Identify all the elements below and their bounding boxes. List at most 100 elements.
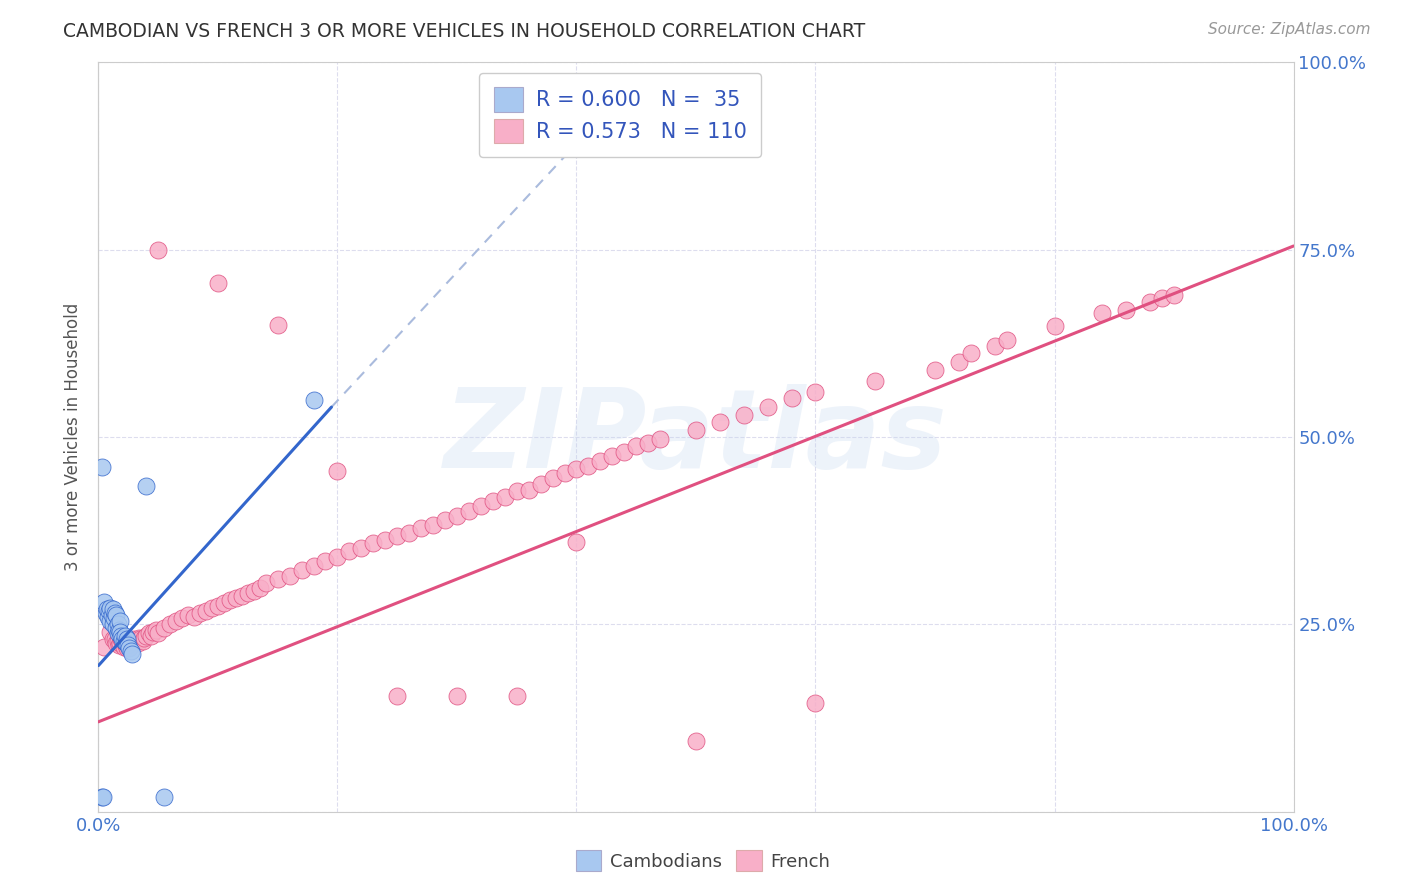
Point xyxy=(115,639,138,653)
Point xyxy=(98,604,121,618)
Point xyxy=(177,608,200,623)
Point xyxy=(302,392,325,407)
Point xyxy=(104,606,127,620)
Point xyxy=(207,599,229,613)
Point xyxy=(924,362,946,376)
Point xyxy=(98,624,122,639)
Point xyxy=(115,641,138,656)
Point xyxy=(626,439,648,453)
Point xyxy=(422,518,444,533)
Point xyxy=(91,460,114,475)
Point xyxy=(132,631,155,645)
Point xyxy=(112,633,135,648)
Point xyxy=(207,277,229,291)
Point xyxy=(458,503,481,517)
Point xyxy=(108,636,131,650)
Point xyxy=(756,400,779,414)
Point xyxy=(121,648,143,662)
Text: ZIPatlas: ZIPatlas xyxy=(444,384,948,491)
Point xyxy=(446,689,468,703)
Point xyxy=(93,640,115,654)
Point xyxy=(108,614,131,628)
Point xyxy=(121,633,143,648)
Point xyxy=(565,461,588,475)
Point xyxy=(153,621,176,635)
Point xyxy=(117,639,139,653)
Point xyxy=(602,449,624,463)
Point xyxy=(637,436,659,450)
Point xyxy=(685,733,707,747)
Point xyxy=(153,789,176,804)
Text: Source: ZipAtlas.com: Source: ZipAtlas.com xyxy=(1208,22,1371,37)
Point xyxy=(1139,295,1161,310)
Point xyxy=(120,639,142,653)
Point xyxy=(225,591,247,606)
Point xyxy=(1091,306,1114,320)
Point xyxy=(145,624,167,638)
Point xyxy=(138,626,160,640)
Point xyxy=(231,589,253,603)
Point xyxy=(107,633,129,648)
Point xyxy=(1163,287,1185,301)
Point xyxy=(105,621,128,635)
Point xyxy=(142,624,165,639)
Point xyxy=(128,631,150,645)
Point xyxy=(302,558,325,573)
Point xyxy=(159,617,181,632)
Point xyxy=(517,483,540,497)
Point xyxy=(120,643,142,657)
Point xyxy=(124,632,146,647)
Point xyxy=(267,318,290,332)
Point xyxy=(129,632,152,647)
Point xyxy=(172,611,194,625)
Point xyxy=(188,606,211,620)
Point xyxy=(865,374,887,388)
Point xyxy=(165,614,187,628)
Point xyxy=(101,602,124,616)
Point xyxy=(101,632,124,647)
Point xyxy=(530,476,553,491)
Point xyxy=(100,608,122,623)
Point xyxy=(733,408,755,422)
Point xyxy=(183,610,205,624)
Point xyxy=(110,632,132,647)
Point xyxy=(107,624,129,638)
Point xyxy=(291,564,314,578)
Point xyxy=(96,602,118,616)
Point xyxy=(481,493,505,508)
Point xyxy=(114,636,136,650)
Point xyxy=(104,632,127,647)
Point xyxy=(108,624,131,639)
Point xyxy=(195,604,218,618)
Point xyxy=(111,633,134,648)
Point xyxy=(984,339,1007,353)
Point xyxy=(139,629,162,643)
Point xyxy=(148,243,170,257)
Point xyxy=(494,490,516,504)
Point xyxy=(470,499,492,513)
Point xyxy=(278,568,301,582)
Point xyxy=(613,445,636,459)
Point xyxy=(565,535,588,549)
Point xyxy=(995,333,1018,347)
Point xyxy=(219,593,242,607)
Point xyxy=(960,346,983,360)
Point xyxy=(212,596,235,610)
Point xyxy=(97,610,120,624)
Point xyxy=(685,423,707,437)
Point xyxy=(105,608,128,623)
Point xyxy=(105,636,128,650)
Point xyxy=(118,640,141,654)
Point xyxy=(411,521,433,535)
Point xyxy=(107,617,129,632)
Point xyxy=(118,641,141,656)
Point xyxy=(1043,319,1066,334)
Point xyxy=(127,636,149,650)
Point xyxy=(112,640,135,654)
Text: CAMBODIAN VS FRENCH 3 OR MORE VEHICLES IN HOUSEHOLD CORRELATION CHART: CAMBODIAN VS FRENCH 3 OR MORE VEHICLES I… xyxy=(63,22,866,41)
Point xyxy=(267,573,290,587)
Point xyxy=(446,508,468,523)
Point xyxy=(115,636,138,650)
Point xyxy=(93,595,115,609)
Point xyxy=(948,355,970,369)
